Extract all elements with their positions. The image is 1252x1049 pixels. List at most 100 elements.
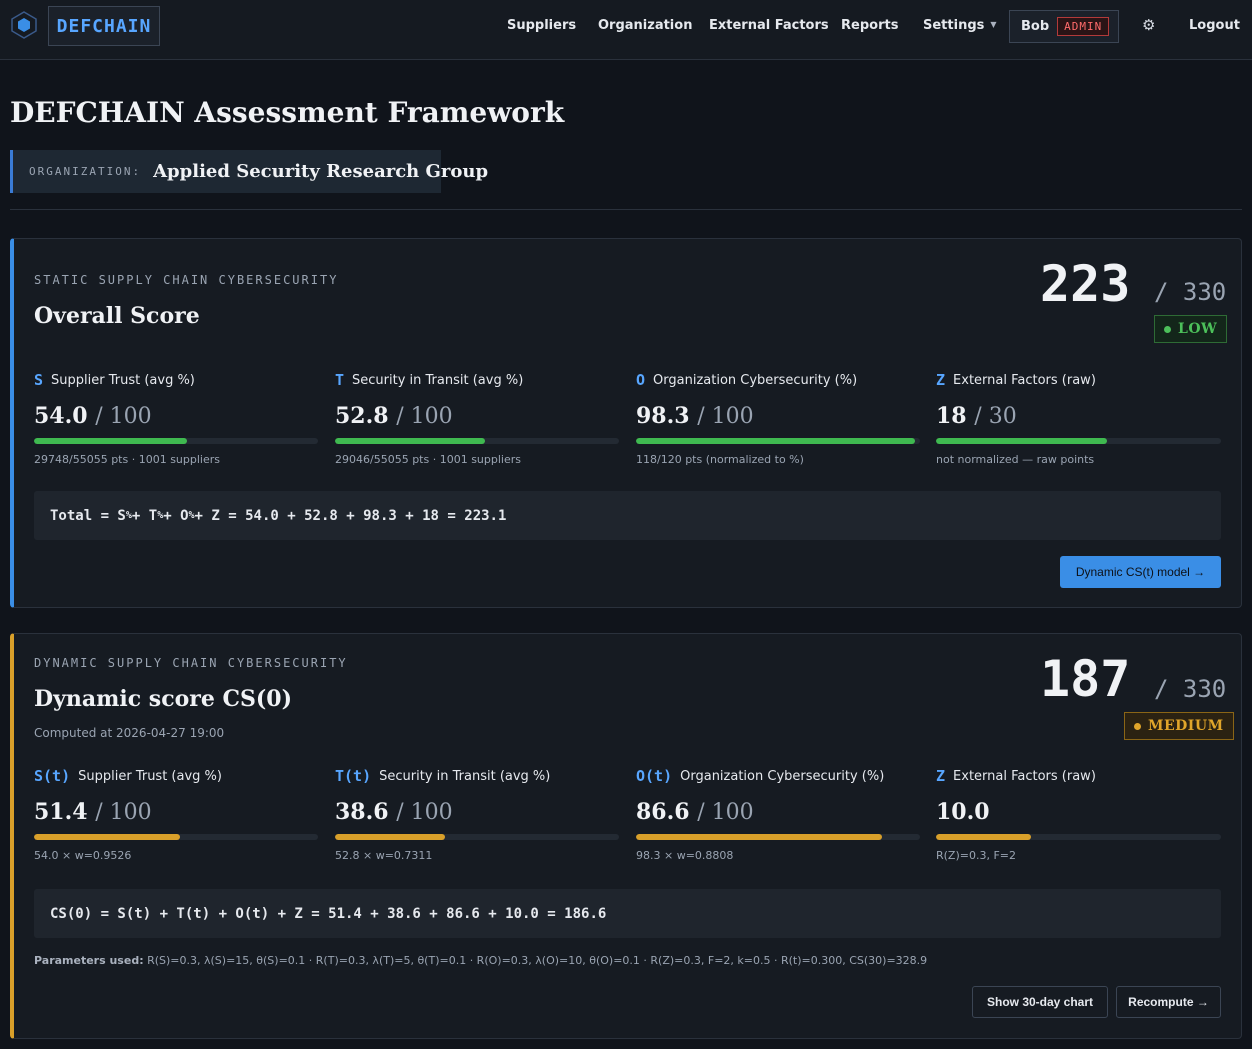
formula-part: Total = S	[50, 507, 126, 524]
brand-logo[interactable]: DEFCHAIN	[48, 6, 160, 46]
progress-bar	[636, 438, 920, 444]
computed-timestamp: Computed at 2026-04-27 19:00	[34, 726, 225, 740]
metric-label: External Factors (raw)	[953, 372, 1096, 388]
metric-supplier-trust-t: S(t) Supplier Trust (avg %) 51.4 / 100 54…	[34, 767, 319, 862]
progress-bar	[335, 834, 619, 840]
metric-value-max: / 100	[697, 404, 754, 429]
recompute-button[interactable]: Recompute →	[1116, 986, 1221, 1018]
progress-fill	[936, 834, 1031, 840]
navbar: DEFCHAIN Suppliers Organization External…	[0, 0, 1252, 60]
progress-fill	[936, 438, 1107, 444]
metric-note: 29046/55055 pts · 1001 suppliers	[335, 453, 521, 466]
progress-bar	[936, 438, 1221, 444]
metric-symbol: Z	[936, 371, 946, 389]
nav-external-factors[interactable]: External Factors	[709, 18, 829, 33]
metric-note: R(Z)=0.3, F=2	[936, 849, 1017, 862]
metric-external-factors-t: Z External Factors (raw) 10.0 R(Z)=0.3, F…	[936, 767, 1221, 862]
metric-symbol: T(t)	[335, 767, 372, 785]
user-name: Bob	[1021, 19, 1050, 34]
progress-fill	[636, 438, 916, 444]
risk-level-label: MEDIUM	[1148, 718, 1224, 734]
metric-value: 86.6 / 100	[636, 799, 754, 825]
metric-value-max: / 100	[697, 800, 754, 825]
formula-part: + T	[131, 507, 158, 524]
static-formula: Total = S% + T% + O% + Z = 54.0 + 52.8 +…	[34, 491, 1221, 540]
formula-subscript: %	[157, 510, 164, 521]
show-chart-button[interactable]: Show 30-day chart	[972, 986, 1108, 1018]
metric-note: 98.3 × w=0.8808	[636, 849, 734, 862]
parameters-used: Parameters used: R(S)=0.3, λ(S)=15, θ(S)…	[34, 954, 927, 967]
metric-note: not normalized — raw points	[936, 453, 1095, 466]
organization-banner: ORGANIZATION: Applied Security Research …	[10, 150, 488, 193]
metric-value-max: / 100	[396, 404, 453, 429]
nav-settings-label: Settings	[923, 18, 985, 33]
metric-note: 54.0 × w=0.9526	[34, 849, 132, 862]
parameters-label: Parameters used:	[34, 954, 144, 967]
metric-organization-cybersecurity-t: O(t) Organization Cybersecurity (%) 86.6 …	[636, 767, 921, 862]
risk-badge-medium: MEDIUM	[1124, 712, 1234, 740]
risk-level-label: LOW	[1178, 321, 1218, 337]
divider	[10, 209, 1242, 210]
metric-label: External Factors (raw)	[953, 768, 1096, 784]
dynamic-score-card: DYNAMIC SUPPLY CHAIN CYBERSECURITY Dynam…	[10, 633, 1242, 1039]
metric-symbol: Z	[936, 767, 946, 785]
progress-fill	[34, 438, 188, 444]
metric-label: Security in Transit (avg %)	[352, 372, 524, 388]
metric-value-number: 54.0	[34, 403, 88, 429]
metric-value: 18 / 30	[936, 403, 1017, 429]
static-card-eyebrow: STATIC SUPPLY CHAIN CYBERSECURITY	[34, 273, 339, 287]
progress-fill	[335, 438, 485, 444]
metric-value: 10.0	[936, 799, 990, 825]
page-title: DEFCHAIN Assessment Framework	[10, 96, 565, 129]
metric-value-number: 98.3	[636, 403, 690, 429]
metric-value-number: 18	[936, 403, 967, 429]
metric-value-max: / 30	[974, 404, 1017, 429]
nav-reports[interactable]: Reports	[841, 18, 899, 33]
formula-subscript: %	[125, 510, 132, 521]
metric-value-number: 10.0	[936, 799, 990, 825]
role-badge: ADMIN	[1057, 17, 1110, 36]
metric-label: Supplier Trust (avg %)	[51, 372, 195, 388]
static-card-title: Overall Score	[34, 303, 200, 329]
metric-symbol: S(t)	[34, 767, 71, 785]
progress-fill	[636, 834, 882, 840]
status-dot-icon	[1164, 325, 1171, 333]
metric-symbol: S	[34, 371, 44, 389]
caret-down-icon: ▼	[990, 20, 997, 29]
static-score-card: STATIC SUPPLY CHAIN CYBERSECURITY Overal…	[10, 238, 1242, 608]
metric-value-number: 38.6	[335, 799, 389, 825]
progress-bar	[34, 438, 318, 444]
metric-label: Organization Cybersecurity (%)	[680, 768, 885, 784]
metric-label: Security in Transit (avg %)	[379, 768, 551, 784]
parameters-values: R(S)=0.3, λ(S)=15, θ(S)=0.1 · R(T)=0.3, …	[147, 954, 928, 967]
progress-fill	[335, 834, 445, 840]
nav-settings-dropdown[interactable]: Settings ▼	[923, 18, 997, 33]
metric-symbol: O(t)	[636, 767, 673, 785]
hexagon-logo-icon[interactable]	[11, 11, 37, 39]
metric-value-max: / 100	[95, 404, 152, 429]
metric-security-in-transit-t: T(t) Security in Transit (avg %) 38.6 / 1…	[335, 767, 620, 862]
formula-part: + Z = 54.0 + 52.8 + 98.3 + 18 = 223.1	[194, 507, 507, 524]
organization-label: ORGANIZATION:	[29, 165, 142, 178]
metric-organization-cybersecurity: O Organization Cybersecurity (%) 98.3 / 1…	[636, 371, 921, 466]
metric-label: Organization Cybersecurity (%)	[653, 372, 858, 388]
dynamic-model-button[interactable]: Dynamic CS(t) model →	[1060, 556, 1221, 588]
metric-value: 38.6 / 100	[335, 799, 453, 825]
metric-label: Supplier Trust (avg %)	[78, 768, 222, 784]
formula-part: + O	[163, 507, 189, 524]
metric-note: 29748/55055 pts · 1001 suppliers	[34, 453, 220, 466]
nav-organization[interactable]: Organization	[598, 18, 693, 33]
progress-bar	[936, 834, 1221, 840]
static-total-score: 223	[1040, 255, 1131, 313]
user-menu[interactable]: Bob ADMIN	[1009, 10, 1119, 43]
logout-link[interactable]: Logout	[1189, 18, 1240, 33]
risk-badge-low: LOW	[1154, 315, 1228, 343]
metric-value-max: / 100	[95, 800, 152, 825]
metric-value: 54.0 / 100	[34, 403, 152, 429]
nav-suppliers[interactable]: Suppliers	[507, 18, 577, 33]
metric-symbol: T	[335, 371, 345, 389]
gear-icon[interactable]: ⚙	[1142, 16, 1156, 34]
dynamic-score-max: / 330	[1154, 675, 1227, 703]
metric-value-number: 52.8	[335, 403, 389, 429]
organization-name: Applied Security Research Group	[153, 161, 489, 182]
